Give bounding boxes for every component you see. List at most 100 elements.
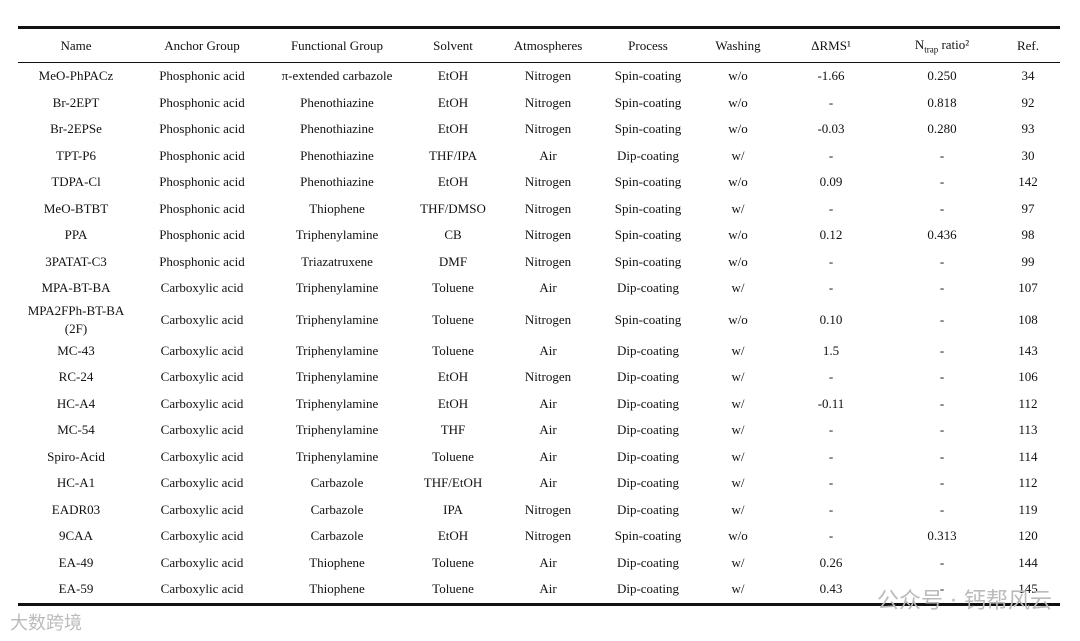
table-cell: 0.250	[927, 68, 957, 84]
table-cell: Carboxylic acid	[160, 528, 244, 544]
table-row: HC-A4 Carboxylic acid Triphenylamine EtOH Ai…	[18, 391, 1060, 418]
table-row: TDPA-Cl Phosphonic acid Phenothiazine EtOH N…	[18, 169, 1060, 196]
table-cell: π-extended carbazole	[281, 68, 393, 84]
table-cell: Spin-coating	[614, 121, 682, 137]
table-cell: Phenothiazine	[300, 121, 374, 137]
table-cell: EtOH	[437, 94, 469, 110]
table-cell: -	[939, 280, 945, 296]
table-cell: Nitrogen	[524, 227, 572, 243]
table-cell: Carboxylic acid	[160, 395, 244, 411]
table-cell: Spin-coating	[614, 200, 682, 216]
header-cell: Washing	[715, 37, 761, 53]
table-cell: 0.12	[819, 227, 843, 243]
table-cell: w/	[731, 554, 745, 570]
header-cell: ΔRMS¹	[811, 37, 851, 53]
table-cell: 106	[1018, 369, 1038, 385]
header-cell: Ref.	[1016, 37, 1040, 53]
table-cell: THF/EtOH	[423, 475, 483, 491]
table-row: Br-2EPT Phosphonic acid Phenothiazine EtOH N…	[18, 90, 1060, 117]
table-cell: EA-59	[58, 581, 94, 597]
table-cell: Carboxylic acid	[160, 448, 244, 464]
table-cell: MPA2FPh-BT-BA (2F)	[27, 302, 125, 336]
table-cell: Thiophene	[309, 554, 365, 570]
table-cell: w/	[731, 280, 745, 296]
table-cell: -	[828, 475, 834, 491]
table-row: 3PATAT-C3 Phosphonic acid Triazatruxene DMF…	[18, 249, 1060, 276]
table-cell: -	[939, 147, 945, 163]
table-cell: Spiro-Acid	[47, 448, 105, 464]
data-table: Name Anchor Group Functional Group Solvent A…	[18, 26, 1060, 606]
table-cell: MeO-PhPACz	[38, 68, 114, 84]
table-cell: Triazatruxene	[301, 253, 373, 269]
table-row: EA-59 Carboxylic acid Thiophene Toluene Air D…	[18, 576, 1060, 604]
table-cell: Triphenylamine	[295, 369, 379, 385]
table-cell: Spin-coating	[614, 68, 682, 84]
table-cell: Phosphonic acid	[159, 121, 245, 137]
table-cell: Carbazole	[310, 528, 364, 544]
table-cell: Dip-coating	[616, 395, 680, 411]
table-cell: MC-54	[57, 422, 95, 438]
header-text: N	[914, 36, 925, 52]
table-cell: 108	[1018, 311, 1038, 327]
table-cell: -	[939, 554, 945, 570]
table-cell: Phenothiazine	[300, 174, 374, 190]
table-cell: w/	[731, 395, 745, 411]
header-cell: Ntrap ratio²	[888, 28, 996, 63]
table-cell: EtOH	[437, 121, 469, 137]
table-cell: 34	[1021, 68, 1035, 84]
table-cell: w/o	[728, 174, 748, 190]
table-cell: EtOH	[437, 174, 469, 190]
table-cell: TPT-P6	[56, 147, 96, 163]
table-cell: 144	[1018, 554, 1038, 570]
table-cell: Carboxylic acid	[160, 475, 244, 491]
table-cell: 107	[1018, 280, 1038, 296]
table-cell: Nitrogen	[524, 94, 572, 110]
table-cell: Carboxylic acid	[160, 422, 244, 438]
table-cell: Dip-coating	[616, 448, 680, 464]
table-cell: 98	[1021, 227, 1035, 243]
table-cell: Phosphonic acid	[159, 94, 245, 110]
table-cell: w/o	[728, 528, 748, 544]
table-cell: -	[939, 311, 945, 327]
table-row: MPA2FPh-BT-BA (2F) Carboxylic acid Triphen…	[18, 302, 1060, 338]
table-cell: -	[828, 200, 834, 216]
table-cell: Carboxylic acid	[160, 581, 244, 597]
table-cell: Nitrogen	[524, 68, 572, 84]
table-cell: Thiophene	[309, 581, 365, 597]
table-cell: Carboxylic acid	[160, 342, 244, 358]
table-cell: -	[939, 581, 945, 597]
table-cell: Air	[539, 280, 557, 296]
table-cell: Phosphonic acid	[159, 174, 245, 190]
header-text: ratio²	[938, 36, 970, 52]
header-row: Name Anchor Group Functional Group Solvent A…	[18, 27, 1060, 63]
table-cell: Dip-coating	[616, 501, 680, 517]
table-cell: Carboxylic acid	[160, 501, 244, 517]
table-cell: -	[828, 253, 834, 269]
table-cell: Toluene	[432, 581, 474, 597]
table-body: MeO-PhPACz Phosphonic acid π-extended carb…	[18, 63, 1060, 604]
table-cell: Phosphonic acid	[159, 68, 245, 84]
table-cell: Air	[539, 395, 557, 411]
table-cell: Phenothiazine	[300, 147, 374, 163]
table-cell: Air	[539, 422, 557, 438]
table-cell: -	[939, 448, 945, 464]
table-cell: w/o	[728, 311, 748, 327]
table-cell: w/o	[728, 94, 748, 110]
table-cell: Nitrogen	[524, 174, 572, 190]
table-cell: w/o	[728, 227, 748, 243]
table-cell: THF/IPA	[429, 147, 477, 163]
table-cell: Spin-coating	[614, 311, 682, 327]
table-cell: -	[939, 395, 945, 411]
table-cell: 0.43	[819, 581, 843, 597]
table-cell: Triphenylamine	[295, 280, 379, 296]
table-cell: Phenothiazine	[300, 94, 374, 110]
table-row: Br-2EPSe Phosphonic acid Phenothiazine EtOH…	[18, 116, 1060, 143]
table-cell: -	[939, 475, 945, 491]
table-cell: MPA-BT-BA	[41, 280, 111, 296]
table-cell: 92	[1021, 94, 1035, 110]
table-cell: -	[828, 369, 834, 385]
table-cell: Nitrogen	[524, 528, 572, 544]
table-cell: 99	[1021, 253, 1035, 269]
table-cell: -	[939, 174, 945, 190]
table-cell: HC-A1	[56, 475, 96, 491]
